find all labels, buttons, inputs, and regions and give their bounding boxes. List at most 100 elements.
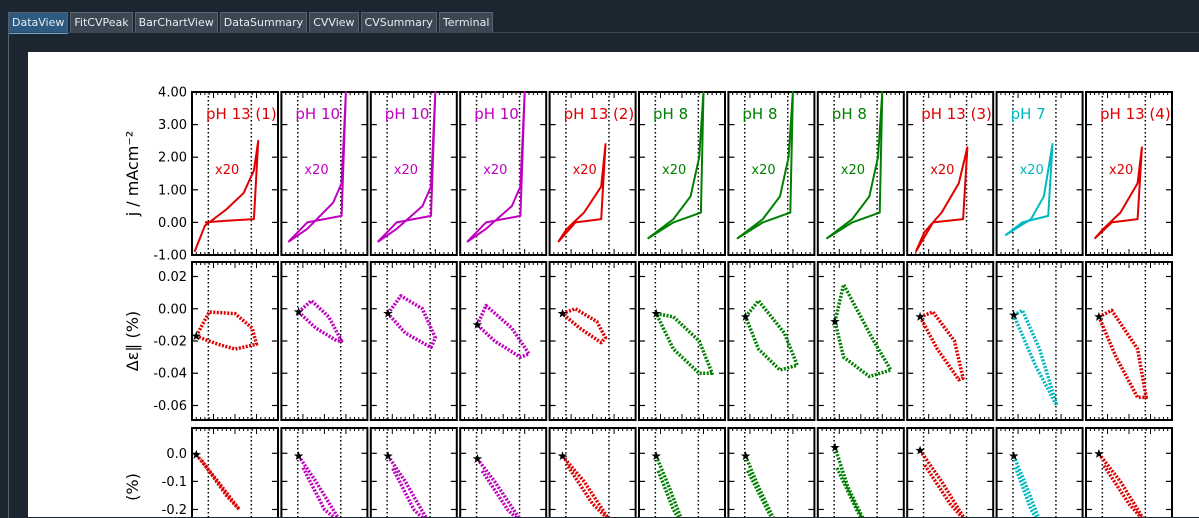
y-tick-label: 0.00 bbox=[158, 302, 187, 317]
y-tick-label: -1.00 bbox=[153, 249, 187, 264]
data-curve bbox=[557, 143, 607, 243]
start-marker bbox=[191, 449, 202, 459]
start-marker bbox=[1094, 311, 1104, 321]
start-marker bbox=[293, 306, 304, 317]
y-tick-label: 0.0 bbox=[166, 447, 187, 462]
start-marker bbox=[740, 451, 751, 461]
data-curve bbox=[1097, 452, 1145, 517]
tab[interactable]: CVView bbox=[309, 12, 359, 32]
y-tick-label: -0.1 bbox=[162, 475, 187, 490]
start-marker bbox=[651, 308, 661, 318]
data-curve bbox=[1093, 146, 1143, 240]
tab[interactable]: BarChartView bbox=[134, 12, 218, 32]
data-curve bbox=[654, 311, 714, 375]
tab[interactable]: CVSummary bbox=[360, 12, 437, 32]
panel-label: pH 13 (1) bbox=[206, 105, 277, 123]
data-curve bbox=[476, 457, 521, 517]
data-curve bbox=[194, 453, 242, 512]
panel-frame bbox=[8, 32, 1199, 518]
panel-label: pH 8 bbox=[653, 105, 688, 123]
panel-annotation: x20 bbox=[1109, 163, 1133, 178]
tab[interactable]: DataView bbox=[8, 12, 69, 34]
start-marker bbox=[740, 311, 751, 321]
panel-annotation: x20 bbox=[483, 163, 507, 178]
panel-annotation: x20 bbox=[304, 163, 328, 178]
start-marker bbox=[651, 451, 661, 461]
tab-bar: DataView FitCVPeak BarChartView DataSummary… bbox=[8, 12, 494, 34]
start-marker bbox=[1009, 310, 1019, 320]
y-tick-label: 0.02 bbox=[158, 270, 187, 285]
panel-label: pH 8 bbox=[832, 105, 867, 123]
row-y-label: (%) bbox=[123, 473, 142, 501]
data-curve bbox=[914, 146, 969, 253]
panel-annotation: x20 bbox=[1020, 163, 1044, 178]
y-tick-label: -0.2 bbox=[162, 503, 187, 517]
start-marker bbox=[1009, 451, 1019, 461]
start-marker bbox=[830, 316, 840, 326]
panel-annotation: x20 bbox=[394, 163, 418, 178]
data-curve bbox=[193, 139, 260, 253]
panel-label: pH 13 (4) bbox=[1100, 105, 1171, 123]
data-curve bbox=[376, 91, 437, 243]
data-curve bbox=[736, 91, 794, 240]
panel-label: pH 10 bbox=[295, 105, 340, 123]
data-curve bbox=[561, 307, 608, 345]
panel-annotation: x20 bbox=[662, 163, 686, 178]
panel-label: pH 13 (3) bbox=[921, 105, 992, 123]
y-tick-label: -0.02 bbox=[153, 335, 187, 350]
data-curve bbox=[287, 91, 347, 243]
y-tick-label: 3.00 bbox=[158, 118, 187, 133]
start-marker bbox=[1094, 448, 1104, 458]
data-curve bbox=[1004, 143, 1054, 237]
tab[interactable]: Terminal bbox=[438, 12, 494, 32]
data-curve bbox=[466, 91, 526, 243]
y-tick-label: 2.00 bbox=[158, 151, 187, 166]
start-marker bbox=[383, 451, 393, 461]
figure-canvas bbox=[28, 52, 1199, 517]
panel-label: pH 7 bbox=[1011, 105, 1046, 123]
start-marker bbox=[472, 453, 483, 463]
panel-annotation: x20 bbox=[573, 163, 597, 178]
y-tick-label: -0.06 bbox=[153, 399, 187, 414]
data-curve bbox=[646, 91, 705, 240]
start-marker bbox=[383, 308, 393, 318]
start-marker bbox=[915, 311, 925, 321]
row-y-label: Δε∥ (%) bbox=[123, 311, 142, 371]
panel-label: pH 13 (2) bbox=[564, 105, 635, 123]
start-marker bbox=[191, 331, 202, 341]
start-marker bbox=[557, 451, 568, 461]
y-tick-label: 1.00 bbox=[158, 183, 187, 198]
panel-label: pH 8 bbox=[742, 105, 777, 123]
y-tick-label: 4.00 bbox=[158, 86, 187, 101]
y-tick-label: 0.00 bbox=[158, 216, 187, 231]
panel-annotation: x20 bbox=[841, 163, 865, 178]
start-marker bbox=[915, 445, 925, 455]
start-marker bbox=[293, 451, 304, 461]
row-y-label: j / mAcm⁻² bbox=[123, 131, 142, 218]
start-marker bbox=[472, 319, 483, 329]
data-curve bbox=[743, 455, 775, 517]
start-marker bbox=[830, 442, 840, 452]
panel-annotation: x20 bbox=[930, 163, 954, 178]
data-curve bbox=[194, 310, 259, 351]
y-tick-label: -0.04 bbox=[153, 367, 187, 382]
start-marker bbox=[557, 308, 568, 318]
panel-label: pH 10 bbox=[385, 105, 430, 123]
data-curve bbox=[475, 303, 531, 359]
data-curve bbox=[386, 294, 438, 350]
panel-label: pH 10 bbox=[474, 105, 519, 123]
tab[interactable]: FitCVPeak bbox=[70, 12, 133, 32]
data-curve bbox=[297, 298, 344, 343]
panel-annotation: x20 bbox=[215, 163, 239, 178]
data-curve bbox=[1097, 308, 1148, 400]
tab[interactable]: DataSummary bbox=[219, 12, 308, 32]
data-curve bbox=[743, 298, 799, 372]
data-curve bbox=[833, 282, 893, 379]
data-curve bbox=[918, 449, 966, 517]
data-curve bbox=[561, 454, 610, 517]
data-curve bbox=[825, 91, 884, 240]
panel-annotation: x20 bbox=[751, 163, 775, 178]
data-curve bbox=[1012, 455, 1041, 517]
